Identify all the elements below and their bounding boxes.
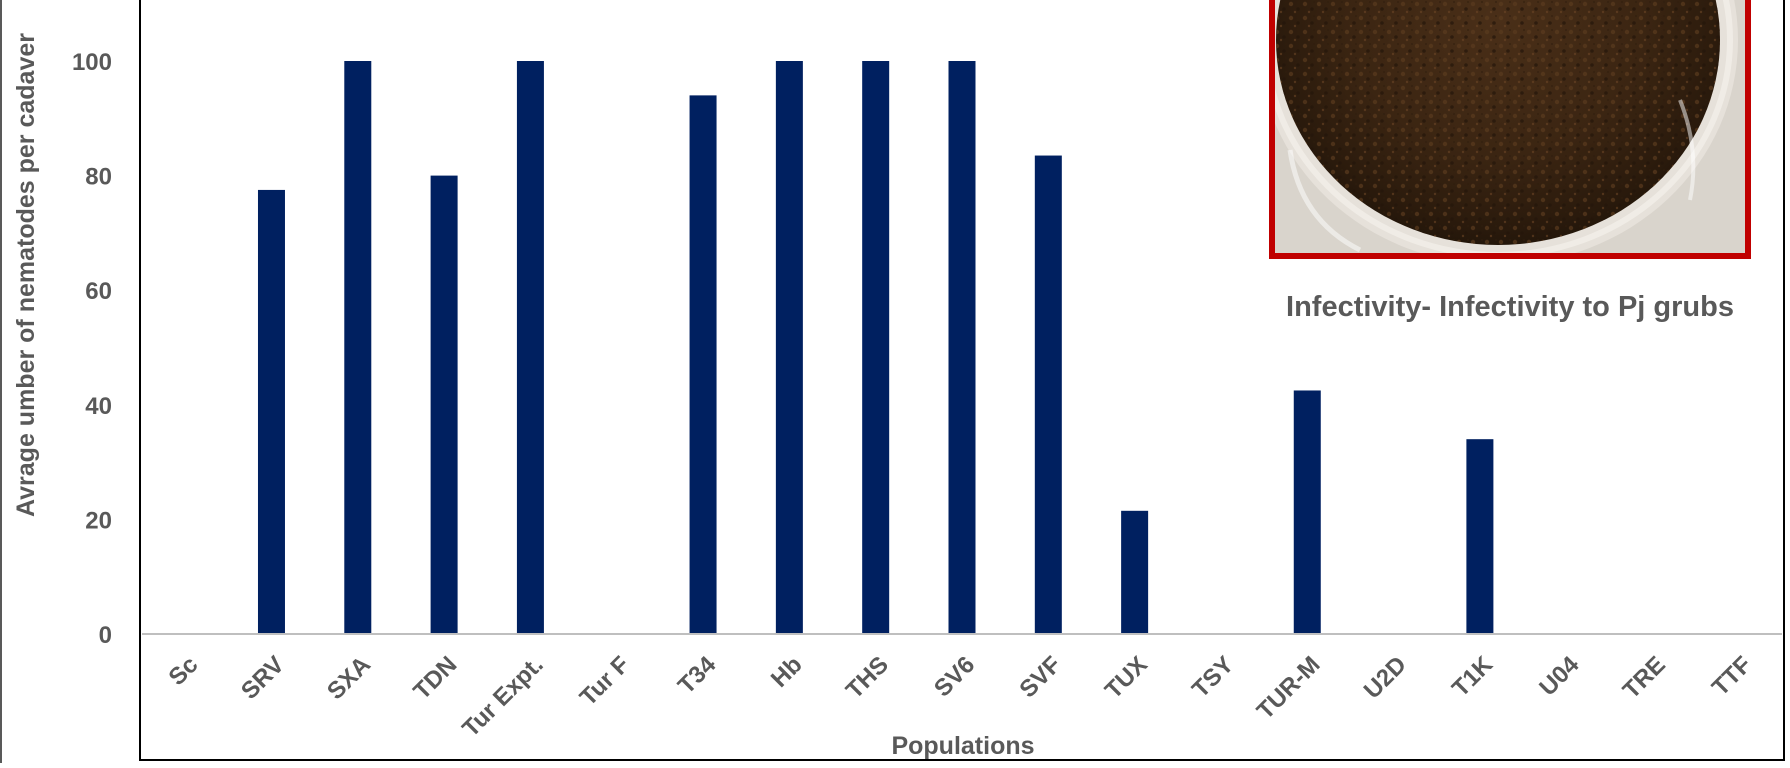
x-tick-label-tur-f: Tur F	[575, 651, 635, 711]
bar-tur-expt	[516, 61, 544, 634]
inset-frame	[1269, 0, 1751, 259]
y-tick-label: 80	[85, 164, 112, 191]
x-tick-label-u2d: U2D	[1359, 651, 1412, 704]
bar-tdn	[430, 175, 458, 634]
x-tick-label-t1k: T1K	[1447, 651, 1499, 703]
x-tick-label-u04: U04	[1534, 651, 1585, 702]
bar-ths	[862, 61, 890, 634]
bar-srv	[257, 189, 285, 635]
bar-t1k	[1466, 439, 1494, 634]
x-axis-title: Populations	[891, 732, 1034, 760]
x-tick-label-srv: SRV	[236, 651, 290, 705]
y-tick-label: 40	[85, 393, 112, 420]
x-tick-label-sv6: SV6	[929, 651, 980, 702]
y-tick-label: 100	[72, 49, 112, 76]
y-axis: 0 20 40 60 80 100	[72, 49, 112, 649]
bars	[257, 61, 1494, 635]
plot-frame	[139, 0, 1785, 761]
x-tick-label-tur-m: TUR-M	[1252, 651, 1326, 725]
y-tick-label: 0	[99, 622, 112, 649]
soil-sample-photo	[1269, 0, 1751, 259]
y-tick-label: 20	[85, 507, 112, 534]
x-tick-label-sxa: SXA	[322, 651, 376, 705]
bar-sv6	[948, 61, 976, 634]
bar-hb	[775, 61, 803, 634]
bar-t34	[689, 95, 717, 634]
x-tick-label-hb: Hb	[766, 651, 808, 693]
x-tick-label-svf: SVF	[1014, 651, 1066, 703]
x-tick-label-tux: TUX	[1100, 651, 1153, 704]
x-tick-label-ths: THS	[841, 651, 894, 704]
x-tick-label-tre: TRE	[1618, 651, 1671, 704]
x-tick-label-tsy: TSY	[1187, 651, 1239, 703]
bar-tux	[1121, 510, 1149, 634]
bar-svf	[1034, 155, 1062, 635]
bar-tur-m	[1293, 390, 1321, 634]
x-tick-label-t34: T34	[673, 651, 722, 700]
y-axis-title: Avrage umber of nematodes per cadaver	[12, 33, 40, 517]
x-tick-label-sc: Sc	[164, 651, 204, 691]
annotation-text: Infectivity- Infectivity to Pj grubs	[1286, 291, 1734, 323]
y-tick-label: 60	[85, 278, 112, 305]
x-tick-label-tur-expt: Tur Expt.	[457, 651, 548, 742]
bar-sxa	[344, 61, 372, 634]
x-tick-label-ttf: TTF	[1707, 651, 1757, 701]
x-tick-label-tdn: TDN	[408, 651, 462, 705]
